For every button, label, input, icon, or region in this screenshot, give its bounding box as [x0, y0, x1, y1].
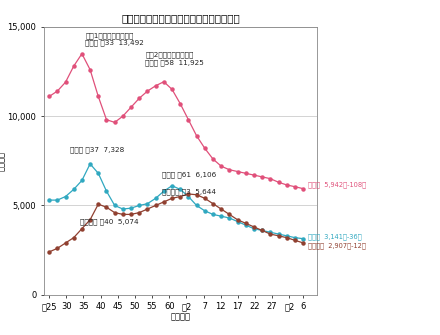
Text: 《第1次ベビーブーム》
小学校 映33  13,492: 《第1次ベビーブーム》 小学校 映33 13,492 [85, 32, 144, 46]
Text: 小学校  5,942（-108）: 小学校 5,942（-108） [308, 182, 367, 188]
Text: 高等学校 帔3  5,644: 高等学校 帔3 5,644 [162, 188, 216, 195]
Title: 《参考》各学校段階ごとの在学者数の推移: 《参考》各学校段階ごとの在学者数の推移 [121, 13, 240, 23]
Text: 中学校 映37  7,328: 中学校 映37 7,328 [70, 147, 124, 153]
Text: 中学校 映61  6,106: 中学校 映61 6,106 [162, 172, 216, 179]
X-axis label: （年度）: （年度） [170, 313, 191, 322]
Text: 高等学校 映40  5,074: 高等学校 映40 5,074 [80, 218, 139, 225]
Text: 《第2次ベビーブーム》
小学校 映58  11,925: 《第2次ベビーブーム》 小学校 映58 11,925 [145, 52, 204, 66]
Text: 高等学校  2,907（-12）: 高等学校 2,907（-12） [308, 242, 366, 249]
Y-axis label: （千人）: （千人） [0, 151, 6, 171]
Text: 中学校  3,141（-36）: 中学校 3,141（-36） [308, 233, 362, 240]
